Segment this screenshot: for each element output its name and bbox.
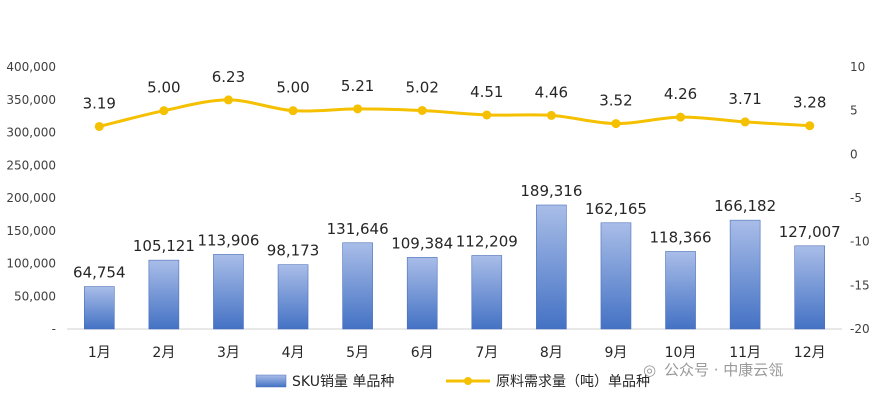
line-point <box>417 105 427 115</box>
line-data-label: 5.00 <box>147 79 180 97</box>
x-tick-label: 7月 <box>475 345 498 361</box>
bar-data-label: 113,906 <box>197 231 259 249</box>
y-tick-label: 50,000 <box>14 289 56 303</box>
y-tick-label: 150,000 <box>6 224 56 238</box>
line-data-label: 6.23 <box>212 68 245 86</box>
x-tick-label: 3月 <box>217 345 240 361</box>
y-tick-label: 400,000 <box>6 60 56 74</box>
line-data-label: 3.28 <box>793 94 826 112</box>
x-tick-label: 5月 <box>346 345 369 361</box>
bar-data-label: 105,121 <box>133 237 195 255</box>
bar <box>406 257 438 330</box>
line-data-label: 5.00 <box>276 79 309 97</box>
legend-line-marker <box>464 377 472 385</box>
bar <box>148 259 180 330</box>
line-point <box>676 112 686 122</box>
line-point <box>740 117 750 127</box>
x-tick-label: 8月 <box>540 345 563 361</box>
y-tick-label: 300,000 <box>6 126 56 140</box>
legend-bar-label: SKU销量 单品种 <box>292 374 394 390</box>
x-tick-label: 10月 <box>665 345 697 361</box>
bar-data-label: 189,316 <box>520 182 582 200</box>
bar <box>213 254 244 330</box>
x-tick-label: 1月 <box>88 345 111 361</box>
bar-data-label: 64,754 <box>73 264 126 282</box>
line-point <box>223 95 233 105</box>
watermark: ◎ 公众号 · 中康云瓴 <box>643 361 783 379</box>
bar <box>342 242 373 330</box>
bar-data-label: 112,209 <box>456 233 518 251</box>
line-point <box>611 119 621 129</box>
y-tick-label: 350,000 <box>6 93 56 107</box>
line-point <box>159 106 169 116</box>
line-data-label: 3.19 <box>83 94 116 112</box>
y2-tick-label: 10 <box>850 60 865 74</box>
bar-data-label: 131,646 <box>327 220 389 238</box>
line-point <box>353 104 363 114</box>
bar-data-label: 127,007 <box>779 223 841 241</box>
bar-data-label: 162,165 <box>585 200 647 218</box>
legend: SKU销量 单品种 原料需求量（吨）单品种 <box>255 374 650 390</box>
x-tick-label: 2月 <box>152 345 175 361</box>
y-tick-label: 100,000 <box>6 257 56 271</box>
y2-tick-label: -20 <box>850 322 870 336</box>
line-series <box>98 98 810 128</box>
watermark-text: 公众号 · 中康云瓴 <box>664 361 783 379</box>
line-point <box>482 110 492 120</box>
y2-tick-label: -10 <box>850 235 870 249</box>
line-point <box>546 110 556 120</box>
y2-tick-label: 5 <box>850 104 858 118</box>
watermark-wechat-icon: ◎ <box>643 361 656 379</box>
y2-tick-label: -15 <box>850 278 870 292</box>
line-data-label: 3.52 <box>599 92 632 110</box>
y-tick-label: 200,000 <box>6 191 56 205</box>
y-tick-label: 250,000 <box>6 158 56 172</box>
bar <box>83 286 115 330</box>
x-tick-label: 12月 <box>794 345 826 361</box>
bar <box>665 251 696 330</box>
y-tick-label: - <box>52 322 56 336</box>
line-data-label: 4.26 <box>664 85 697 103</box>
line-data-label: 5.02 <box>406 78 439 96</box>
line-point <box>805 121 815 131</box>
bar-data-label: 166,182 <box>714 197 776 215</box>
y2-tick-label: -5 <box>850 191 862 205</box>
line-data-label: 3.71 <box>728 90 761 108</box>
y2-tick-label: 0 <box>850 147 858 161</box>
x-tick-label: 11月 <box>729 345 761 361</box>
line-point <box>94 121 104 131</box>
x-tick-label: 9月 <box>604 345 627 361</box>
x-tick-label: 6月 <box>411 345 434 361</box>
legend-line-label: 原料需求量（吨）单品种 <box>496 374 650 390</box>
legend-bar-swatch <box>255 374 287 388</box>
x-tick-label: 4月 <box>282 345 305 361</box>
bar-data-label: 118,366 <box>650 228 712 246</box>
bar <box>600 222 632 330</box>
bar <box>729 219 761 330</box>
line-data-label: 5.21 <box>341 77 374 95</box>
line-data-label: 4.51 <box>470 83 503 101</box>
bar <box>471 255 503 330</box>
line-data-label: 4.46 <box>535 83 568 101</box>
bar <box>277 264 309 330</box>
bar-data-label: 109,384 <box>391 234 453 252</box>
line-point <box>288 106 298 116</box>
bar <box>536 204 567 330</box>
bar-data-label: 98,173 <box>267 242 320 260</box>
bar <box>794 245 826 330</box>
